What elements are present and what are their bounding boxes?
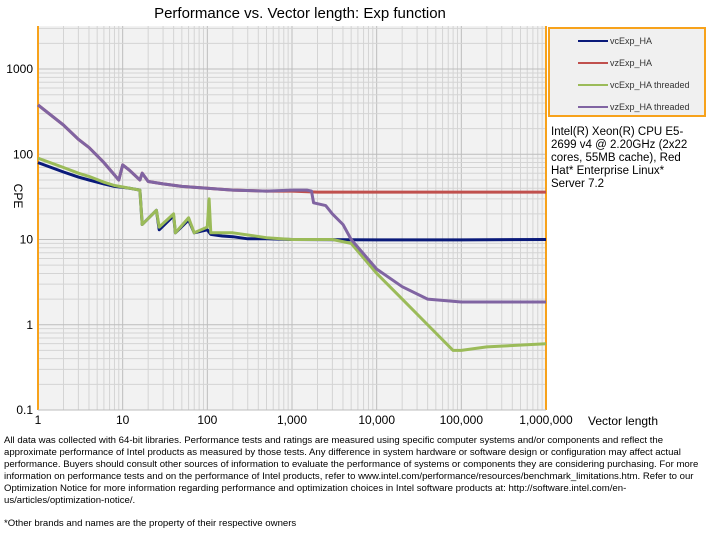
y-tick-label: 1000 (6, 62, 33, 76)
x-tick-label: 10 (116, 413, 130, 427)
x-axis-label: Vector length (588, 414, 658, 428)
x-tick-label: 1,000,000 (519, 413, 573, 427)
legend-label: vcExp_HA (610, 36, 653, 46)
legend-label: vzExp_HA (610, 58, 653, 68)
chart-title: Performance vs. Vector length: Exp funct… (154, 5, 446, 22)
legend-item: vzExp_HA threaded (578, 102, 690, 112)
legend-swatch (578, 62, 608, 64)
legend-item: vcExp_HA (578, 36, 652, 46)
y-tick-label: 1 (26, 318, 33, 332)
legend-item: vcExp_HA threaded (578, 80, 690, 90)
legend-swatch (578, 40, 608, 42)
legend-label: vzExp_HA threaded (610, 102, 690, 112)
system-info: Intel(R) Xeon(R) CPU E5-2699 v4 @ 2.20GH… (551, 126, 688, 190)
x-tick-label: 100,000 (440, 413, 484, 427)
y-axis-label: CPE (11, 184, 25, 209)
series-line-vzexp-ha-threaded (37, 103, 546, 304)
legend-swatch (578, 106, 608, 108)
x-tick-label: 1 (35, 413, 42, 427)
chart-plot: 1 10 100 1,000 10,000 100,000 1,000,0000.11101… (6, 26, 658, 428)
x-tick-label: 100 (197, 413, 217, 427)
y-tick-label: 0.1 (16, 403, 33, 417)
legend-swatch (578, 84, 608, 86)
series-line-vcexp-ha-threaded (37, 156, 547, 352)
y-tick-label: 10 (20, 233, 34, 247)
x-tick-label: 10,000 (358, 413, 395, 427)
x-tick-label: 1,000 (277, 413, 307, 427)
y-tick-label: 100 (13, 147, 33, 161)
legend-label: vcExp_HA threaded (610, 80, 690, 90)
legend-item: vzExp_HA (578, 58, 652, 68)
legend: vcExp_HA vzExp_HA vcExp_HA threaded vzEx… (548, 27, 706, 117)
footnote: All data was collected with 64-bit libra… (4, 435, 699, 507)
trademark-note: *Other brands and names are the property… (4, 518, 297, 529)
